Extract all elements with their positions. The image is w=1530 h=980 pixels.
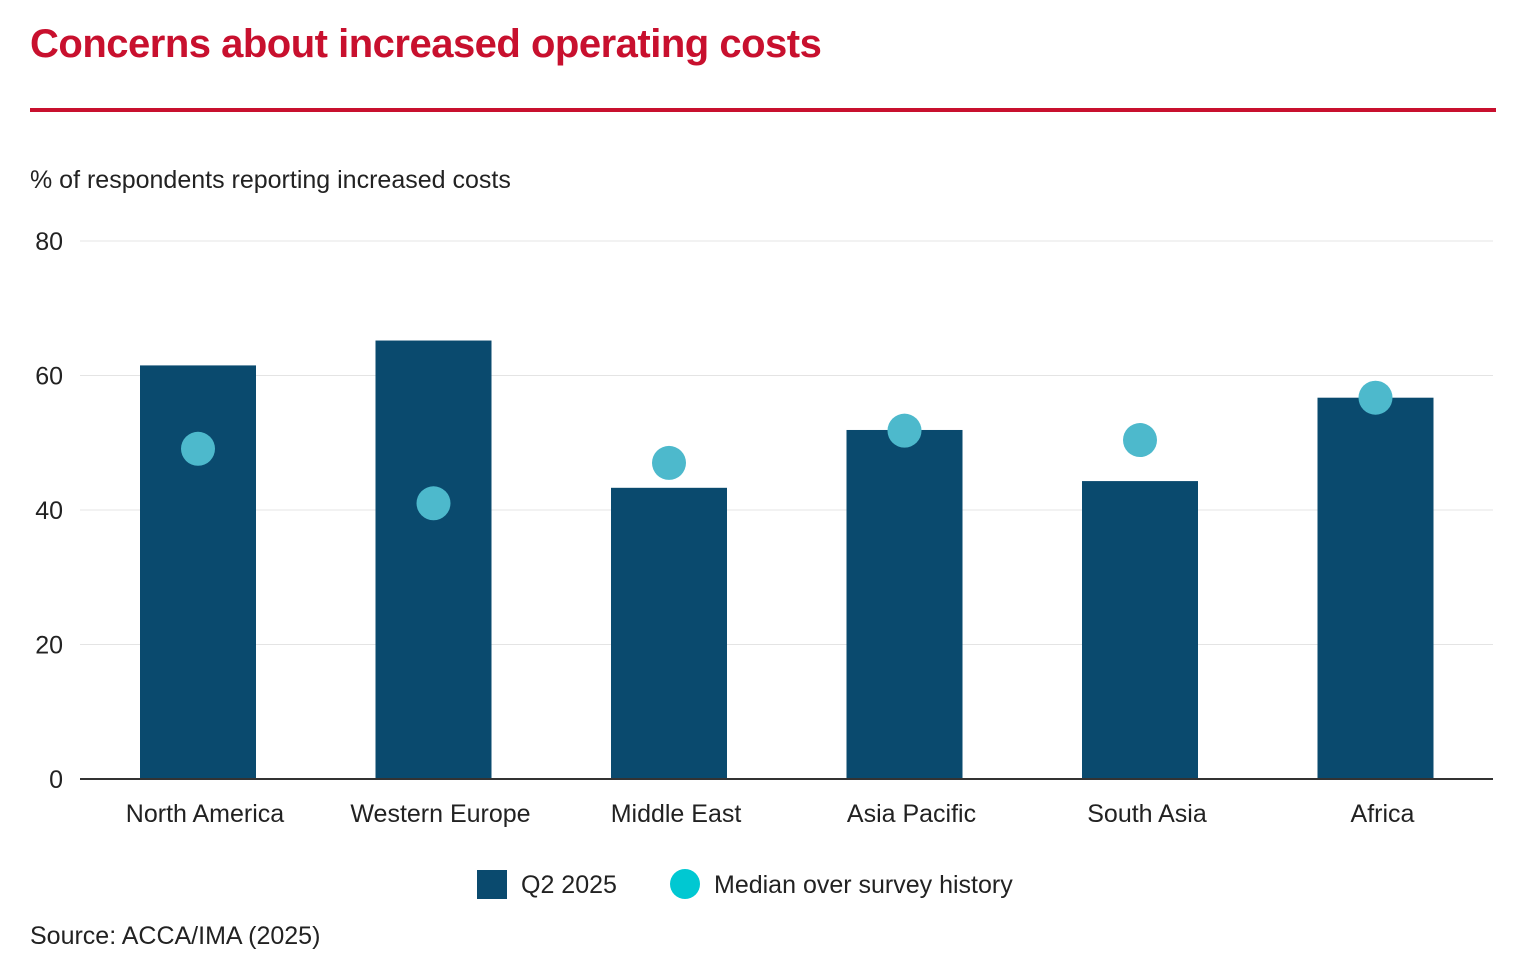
x-tick-label: Middle East xyxy=(611,800,742,828)
x-tick-label: Africa xyxy=(1351,800,1415,828)
y-axis-label: % of respondents reporting increased cos… xyxy=(30,166,511,194)
source-note: Source: ACCA/IMA (2025) xyxy=(30,922,321,950)
y-tick-label: 20 xyxy=(35,632,63,660)
y-tick-label: 0 xyxy=(49,766,63,794)
median-dots xyxy=(181,380,1393,521)
median-dot-3 xyxy=(652,445,686,480)
legend: Q2 2025 Median over survey history xyxy=(477,869,1013,899)
bar-3 xyxy=(611,487,727,779)
chart-title: Concerns about increased operating costs xyxy=(30,22,822,66)
median-dot-1 xyxy=(181,431,215,466)
x-tick-label: North America xyxy=(126,800,284,828)
median-dot-2 xyxy=(416,486,451,521)
x-tick-label: South Asia xyxy=(1087,800,1207,828)
median-dot-6 xyxy=(1358,380,1393,415)
bar-chart: 0 20 40 60 80 North America Western Europe Mid… xyxy=(35,228,1493,899)
gridlines xyxy=(80,240,1493,645)
y-tick-label: 60 xyxy=(35,363,63,391)
bar-1 xyxy=(140,365,256,779)
y-tick-label: 40 xyxy=(35,497,63,525)
bars xyxy=(140,340,1434,779)
legend-label-bar: Q2 2025 xyxy=(521,871,617,899)
legend-dot-swatch xyxy=(670,869,700,899)
legend-label-dot: Median over survey history xyxy=(714,871,1013,899)
median-dot-4 xyxy=(887,413,922,448)
legend-bar-swatch xyxy=(477,870,507,899)
bar-2 xyxy=(375,340,492,779)
median-dot-5 xyxy=(1123,423,1157,458)
y-tick-labels: 0 20 40 60 80 xyxy=(35,228,63,794)
x-tick-label: Asia Pacific xyxy=(847,800,976,828)
x-tick-label: Western Europe xyxy=(350,800,530,828)
x-tick-labels: North America Western Europe Middle East As… xyxy=(126,800,1415,828)
title-divider xyxy=(30,108,1496,112)
y-tick-label: 80 xyxy=(35,228,63,256)
bar-5 xyxy=(1082,481,1198,779)
bar-6 xyxy=(1317,397,1434,779)
bar-4 xyxy=(846,429,963,779)
